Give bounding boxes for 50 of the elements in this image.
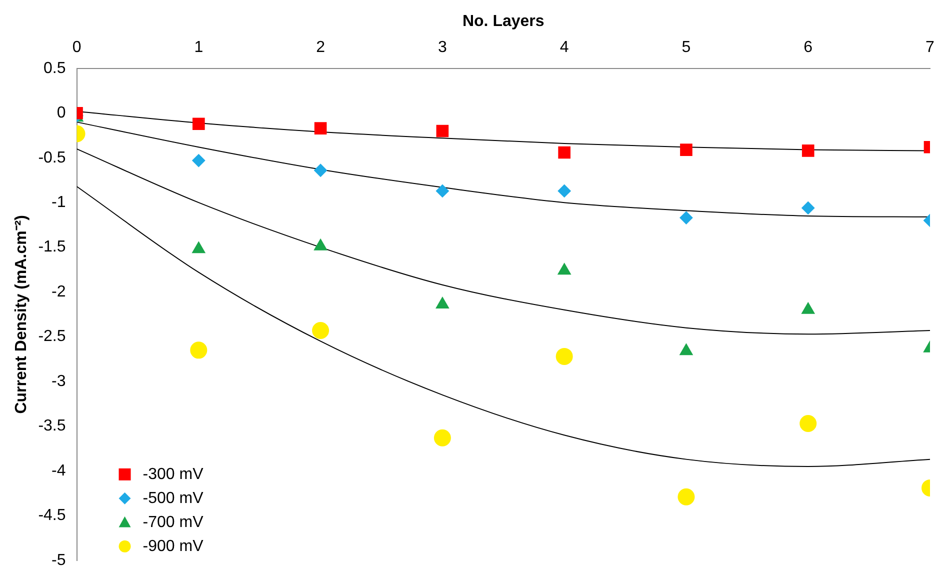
point	[558, 184, 571, 198]
line-series	[76, 148, 930, 335]
point	[680, 144, 692, 156]
point	[190, 342, 208, 359]
y-tick-label: -2	[52, 283, 66, 300]
point	[436, 184, 449, 198]
legend-label: -900 mV	[142, 538, 204, 555]
y-tick-label: -4.5	[38, 507, 66, 524]
x-tick-label: 6	[804, 39, 813, 56]
point	[558, 263, 571, 275]
y-tick-label: -0.5	[38, 149, 66, 166]
y-tick-label: -1.5	[38, 238, 66, 256]
legend-label: -700 mV	[142, 514, 204, 531]
y-tick-label: 0.5	[44, 60, 66, 77]
point	[802, 144, 814, 157]
point	[802, 201, 815, 214]
point	[556, 348, 573, 365]
y-tick-label: -1	[52, 194, 66, 211]
point	[436, 297, 450, 309]
point	[558, 146, 570, 159]
x-tick-label: 5	[682, 39, 691, 56]
point	[192, 242, 206, 254]
y-tick-label: -4	[52, 462, 66, 480]
x-tick-label: 7	[926, 39, 935, 56]
point	[680, 344, 693, 356]
point	[434, 429, 451, 446]
point	[312, 322, 330, 339]
x-axis-title: No. Layers	[462, 13, 544, 30]
point	[192, 118, 205, 130]
y-tick-label: -2.5	[38, 328, 66, 346]
point	[678, 488, 695, 506]
y-tick-label: 0	[56, 104, 66, 122]
point	[314, 164, 328, 177]
line-series	[76, 186, 930, 467]
point	[680, 211, 693, 224]
point	[314, 122, 327, 134]
legend-label: -500 mV	[142, 490, 204, 507]
y-tick-label: -5	[52, 552, 66, 569]
x-tick-label: 0	[72, 39, 82, 56]
point	[436, 124, 449, 138]
point	[800, 415, 817, 432]
legend-label: -300 mV	[142, 466, 204, 483]
x-tick-label: 2	[316, 39, 326, 56]
point	[192, 154, 206, 168]
x-tick-label: 3	[438, 39, 447, 56]
y-axis-title: Current Density (mA.cm⁻²)	[13, 214, 30, 414]
x-tick-label: 1	[194, 39, 204, 56]
y-tick-label: -3.5	[38, 418, 66, 435]
y-tick-label: -3	[52, 372, 66, 390]
x-tick-label: 4	[560, 39, 569, 56]
